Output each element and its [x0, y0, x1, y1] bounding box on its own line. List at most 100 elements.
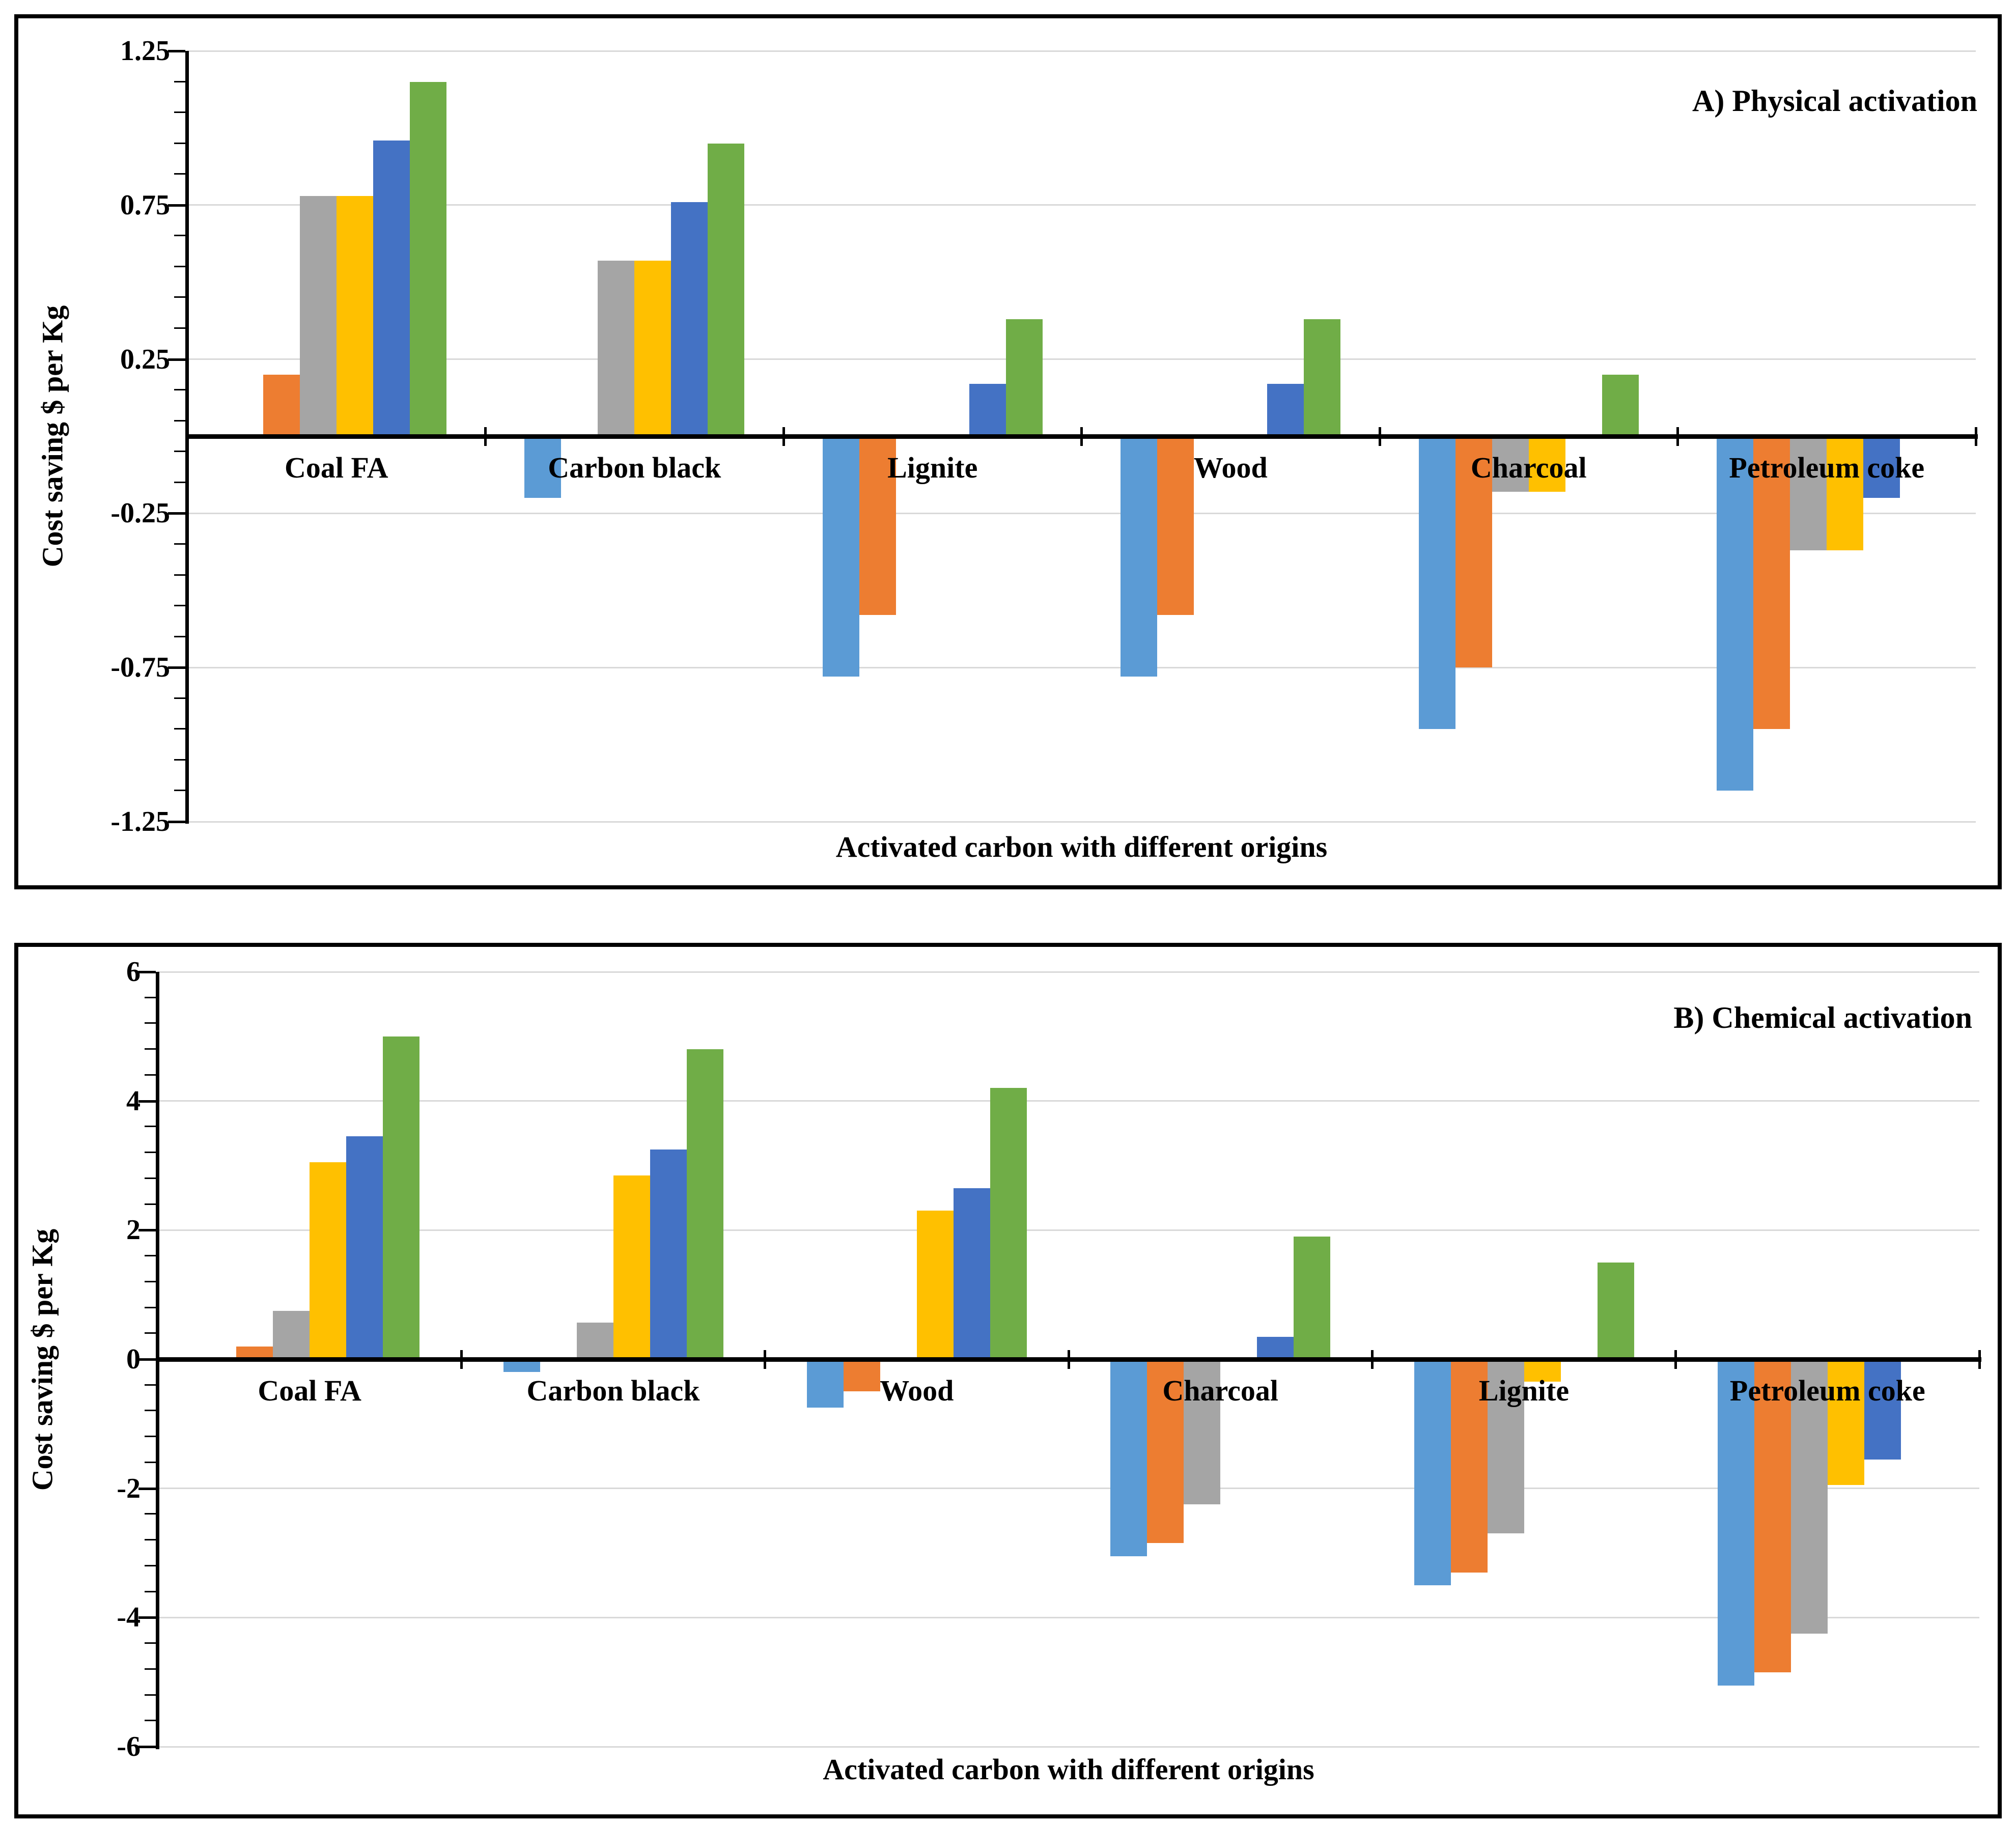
gridline-0.25 — [187, 358, 1976, 360]
category-label-wood: Wood — [880, 1374, 954, 1407]
category-label-coal-fa: Coal FA — [284, 451, 388, 484]
bar-lignite-series-4-yellow — [1524, 1359, 1561, 1382]
bar-wood-series-5-blue — [953, 1188, 990, 1359]
x-boundary-tick — [1378, 427, 1381, 446]
y-minor-tick — [145, 1255, 156, 1257]
y-minor-tick — [174, 451, 185, 453]
y-minor-tick — [145, 1513, 156, 1515]
y-tick-label: -6 — [117, 1731, 141, 1762]
bar-petroleum-coke-series-1-light-blue — [1717, 1359, 1754, 1686]
bar-carbon-black-series-5-blue — [650, 1149, 687, 1359]
bar-charcoal-series-5-blue — [1257, 1336, 1294, 1359]
category-label-petroleum-coke: Petroleum coke — [1729, 451, 1925, 484]
y-tick-label: -2 — [117, 1472, 141, 1504]
y-minor-tick — [145, 996, 156, 998]
bar-petroleum-coke-series-3-gray — [1790, 436, 1827, 551]
y-minor-tick — [145, 1280, 156, 1282]
bar-lignite-series-2-orange — [859, 436, 896, 615]
x-axis-title: Activated carbon with different origins — [823, 1753, 1314, 1786]
y-tick-label: 4 — [126, 1085, 141, 1117]
y-minor-tick — [174, 574, 185, 576]
bar-coal-fa-series-5-blue — [346, 1136, 383, 1359]
bar-carbon-black-series-3-gray — [576, 1322, 613, 1359]
y-axis-title: Cost saving $ per Kg — [25, 1228, 59, 1491]
bar-carbon-black-series-6-green — [686, 1049, 723, 1359]
y-tick-label: 1.25 — [120, 35, 170, 67]
y-minor-tick — [145, 1539, 156, 1541]
bar-wood-series-2-orange — [843, 1359, 880, 1392]
bar-charcoal-series-1-light-blue — [1110, 1359, 1147, 1556]
y-minor-tick — [145, 1436, 156, 1438]
category-label-lignite: Lignite — [887, 451, 978, 484]
y-minor-tick — [145, 1306, 156, 1308]
bar-carbon-black-series-1-light-blue — [524, 436, 562, 498]
y-tick-label: 0.75 — [120, 189, 170, 221]
bar-wood-series-4-yellow — [916, 1211, 954, 1359]
bar-petroleum-coke-series-2-orange — [1753, 436, 1790, 730]
bar-coal-fa-series-6-green — [409, 81, 446, 436]
y-minor-tick — [174, 728, 185, 730]
y-minor-tick — [174, 111, 185, 114]
y-minor-tick — [145, 1022, 156, 1024]
bar-lignite-series-3-gray — [1487, 1359, 1524, 1534]
y-minor-tick — [174, 327, 185, 329]
y-tick-label: -0.75 — [110, 652, 170, 684]
gridline-2 — [158, 1229, 1979, 1231]
panel-physical-activation: 1.25 0.75 0.25 -0.25 -0.75 -1.25 Coal FA Carbon… — [14, 14, 2002, 889]
category-label-lignite: Lignite — [1478, 1374, 1570, 1407]
bar-coal-fa-series-2-orange — [263, 374, 300, 436]
category-label-coal-fa: Coal FA — [258, 1374, 361, 1407]
y-minor-tick — [174, 142, 185, 144]
y-minor-tick — [145, 1048, 156, 1050]
bar-charcoal-series-6-green — [1602, 374, 1639, 436]
y-major-tick — [138, 1229, 156, 1232]
bar-petroleum-coke-series-5-blue — [1864, 1359, 1901, 1460]
bar-wood-series-1-light-blue — [1121, 436, 1158, 677]
category-label-carbon-black: Carbon black — [526, 1374, 700, 1407]
bar-charcoal-series-3-gray — [1492, 436, 1529, 492]
y-minor-tick — [145, 1694, 156, 1696]
y-tick-label: 2 — [126, 1214, 141, 1246]
bar-wood-series-6-green — [990, 1088, 1027, 1359]
y-minor-tick — [174, 80, 185, 82]
y-tick-label: 0 — [126, 1343, 141, 1375]
gridline-0.75 — [187, 204, 1976, 206]
x-boundary-tick — [484, 427, 487, 446]
bar-coal-fa-series-2-orange — [236, 1346, 273, 1359]
y-major-tick — [168, 666, 185, 669]
y-minor-tick — [145, 1410, 156, 1412]
y-major-tick — [168, 204, 185, 207]
y-minor-tick — [174, 419, 185, 422]
bar-coal-fa-series-5-blue — [373, 140, 410, 436]
bar-charcoal-series-6-green — [1294, 1237, 1331, 1359]
bar-coal-fa-series-4-yellow — [310, 1162, 347, 1359]
category-label-petroleum-coke: Petroleum coke — [1729, 1374, 1925, 1407]
gridline--4 — [158, 1616, 1979, 1618]
y-major-tick — [138, 971, 156, 973]
bar-lignite-series-5-blue — [969, 384, 1006, 436]
category-label-charcoal: Charcoal — [1162, 1374, 1279, 1407]
bar-lignite-series-6-green — [1597, 1262, 1634, 1359]
y-minor-tick — [174, 790, 185, 792]
y-axis-title: Cost saving $ per Kg — [36, 305, 69, 568]
y-major-tick — [138, 1616, 156, 1619]
y-minor-tick — [174, 759, 185, 761]
y-tick-label: -0.25 — [110, 497, 170, 529]
y-major-tick — [138, 1746, 156, 1748]
y-major-tick — [168, 512, 185, 515]
y-tick-label: 0.25 — [120, 343, 170, 375]
y-minor-tick — [145, 1461, 156, 1463]
bar-charcoal-series-1-light-blue — [1418, 436, 1455, 730]
bar-carbon-black-series-4-yellow — [613, 1175, 650, 1359]
bar-charcoal-series-2-orange — [1147, 1359, 1184, 1544]
x-boundary-tick — [1370, 1350, 1374, 1369]
y-minor-tick — [174, 389, 185, 391]
bar-petroleum-coke-series-1-light-blue — [1717, 436, 1754, 791]
category-label-charcoal: Charcoal — [1470, 451, 1587, 484]
bar-lignite-series-6-green — [1005, 319, 1043, 436]
y-minor-tick — [174, 481, 185, 483]
y-tick-label: -4 — [117, 1602, 141, 1634]
bar-coal-fa-series-3-gray — [299, 195, 337, 436]
y-minor-tick — [174, 173, 185, 175]
